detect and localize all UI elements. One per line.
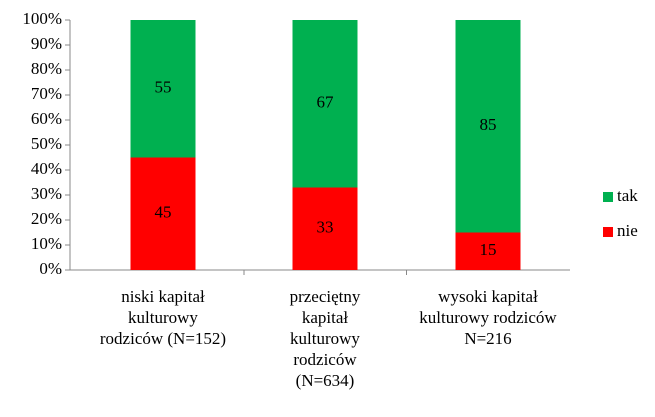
y-tick-label: 60% bbox=[31, 109, 62, 128]
legend-label: tak bbox=[617, 186, 638, 205]
legend-swatch bbox=[603, 227, 613, 237]
x-tick-label: przeciętny kapitał kulturowy rodziców (N… bbox=[289, 287, 361, 390]
legend-swatch bbox=[603, 192, 613, 202]
y-tick-label: 100% bbox=[22, 9, 62, 28]
bar-segment bbox=[455, 20, 521, 233]
x-tick-label: wysoki kapitał kulturowy rodziców N=216 bbox=[419, 287, 557, 348]
x-tick-label: niski kapitał kulturowy rodziców (N=152) bbox=[99, 287, 227, 348]
y-tick-label: 80% bbox=[31, 59, 62, 78]
legend-label: nie bbox=[617, 221, 638, 240]
bar-segment bbox=[292, 20, 358, 188]
bar-segment bbox=[130, 157, 196, 270]
y-tick-label: 30% bbox=[31, 184, 62, 203]
y-tick-label: 50% bbox=[31, 134, 62, 153]
y-tick-label: 70% bbox=[31, 84, 62, 103]
y-tick-label: 0% bbox=[39, 259, 62, 278]
data-label: 33 bbox=[317, 218, 334, 237]
data-label: 45 bbox=[155, 203, 172, 222]
data-label: 15 bbox=[480, 240, 497, 259]
bar-segment bbox=[455, 232, 521, 270]
bar-segment bbox=[292, 187, 358, 270]
y-tick-label: 10% bbox=[31, 234, 62, 253]
y-tick-label: 20% bbox=[31, 209, 62, 228]
bar-segment bbox=[130, 20, 196, 158]
y-tick-label: 90% bbox=[31, 34, 62, 53]
y-tick-label: 40% bbox=[31, 159, 62, 178]
data-label: 67 bbox=[317, 93, 335, 112]
data-label: 55 bbox=[155, 78, 172, 97]
data-label: 85 bbox=[480, 115, 497, 134]
